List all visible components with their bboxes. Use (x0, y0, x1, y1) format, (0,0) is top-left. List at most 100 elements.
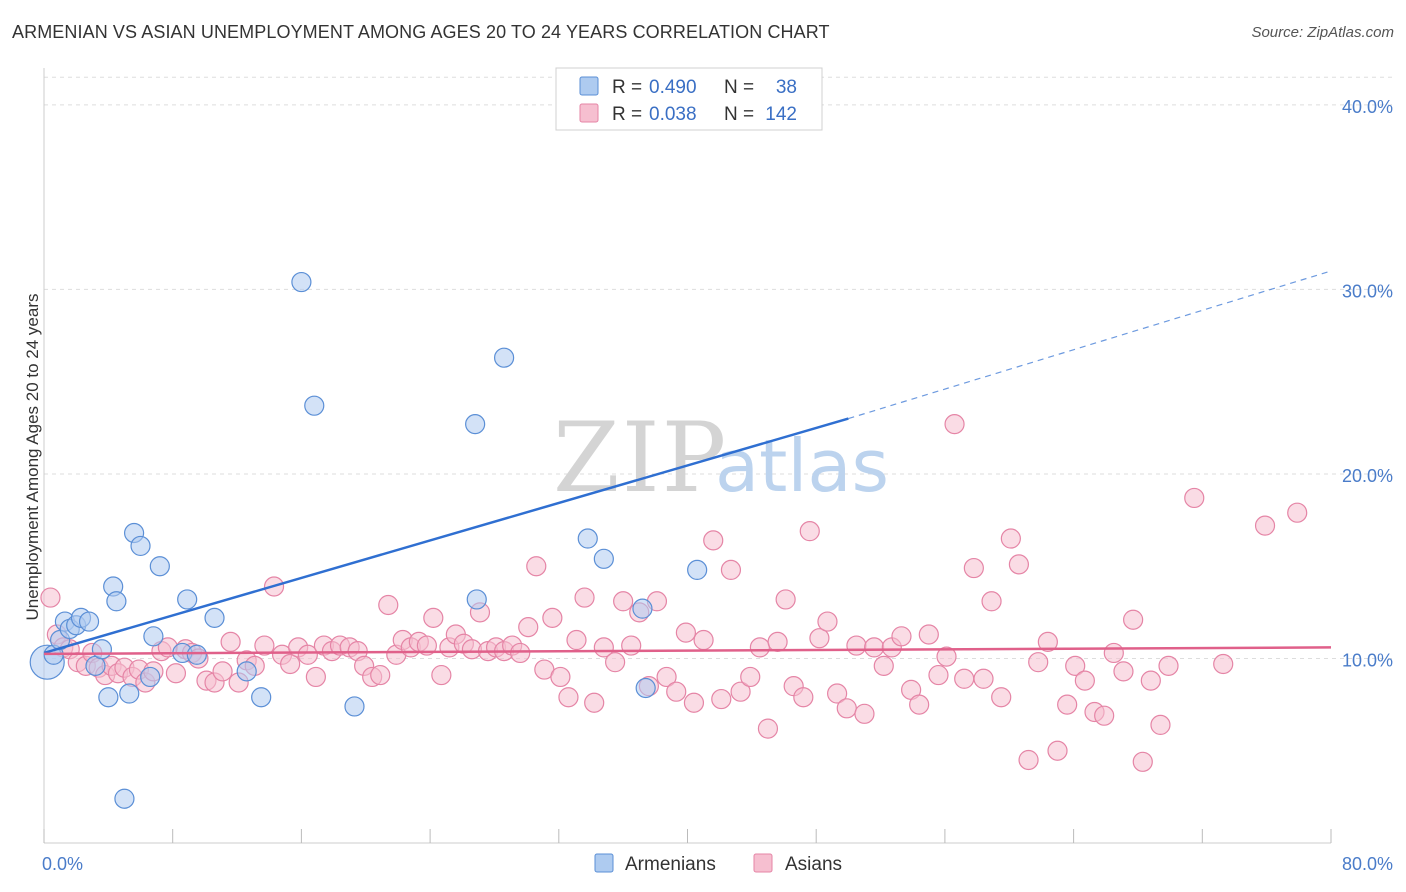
armenians-series-swatch (594, 853, 614, 873)
asians-r-value: 0.038 (649, 104, 697, 125)
armenians-point (577, 528, 598, 549)
armenians-point (149, 556, 170, 577)
asians-point (1037, 631, 1058, 652)
asians-point (873, 655, 894, 676)
armenians-point (78, 611, 100, 632)
asians-point (1103, 642, 1124, 664)
asians-point (1150, 714, 1171, 736)
asians-point (1008, 554, 1030, 575)
asians-point (793, 687, 814, 708)
asians-point (730, 681, 751, 702)
armenians-point (291, 271, 312, 293)
armenians-point (98, 687, 119, 708)
asians-point (936, 646, 957, 667)
armenians-point (204, 607, 225, 628)
asians-point (1213, 653, 1234, 675)
armenians-point (114, 788, 135, 809)
armenians-point (119, 683, 140, 704)
armenians-point (304, 395, 325, 416)
y-tick-label: 20.0% (1342, 466, 1393, 486)
asians-point (1113, 661, 1134, 682)
armenians-point (687, 559, 708, 581)
armenians-point (494, 347, 515, 368)
asians-point (991, 687, 1012, 708)
armenians-n-value: 38 (776, 77, 797, 98)
asians-point (1028, 652, 1049, 673)
asians-point (799, 521, 820, 542)
asians-point (378, 594, 399, 616)
asians-point (370, 664, 391, 686)
asians-point (305, 666, 326, 688)
asians-point (675, 622, 696, 643)
chart-title: ARMENIAN VS ASIAN UNEMPLOYMENT AMONG AGE… (12, 22, 830, 42)
asians-point (1140, 670, 1161, 691)
asians-point (165, 663, 187, 684)
x-tick-label-max: 80.0% (1342, 854, 1393, 874)
armenians-legend-swatch (579, 76, 599, 96)
asians-point (909, 694, 930, 715)
asians-point (683, 692, 705, 713)
asians-point (1065, 655, 1086, 676)
armenians-n-label: N = (724, 77, 754, 98)
stats-legend: R = 0.490 N = 38 R = 0.038 N = 142 (555, 67, 823, 131)
asians-point (40, 587, 61, 608)
asians-point (574, 587, 595, 608)
asians-point (423, 607, 444, 628)
chart-source: Source: ZipAtlas.com (1251, 24, 1394, 41)
asians-point (1047, 740, 1068, 761)
armenians-point (143, 626, 164, 647)
y-tick-label: 40.0% (1342, 97, 1393, 117)
asians-point (1254, 515, 1276, 536)
asians-point (212, 661, 233, 682)
armenians-point (632, 598, 653, 619)
grid-lines (44, 76, 1393, 659)
armenians-point (251, 687, 272, 708)
watermark-atlas: atlas (715, 424, 889, 508)
armenians-trend-extension (848, 270, 1332, 420)
asians-point (542, 607, 563, 628)
armenians-point (186, 644, 207, 665)
asians-point (918, 624, 939, 645)
asians-point (720, 559, 742, 581)
asians-point (1184, 487, 1205, 509)
asians-point (854, 703, 875, 724)
armenians-point (635, 677, 656, 699)
stats-legend-box (555, 67, 823, 131)
asians-point (526, 556, 547, 577)
armenians-point (465, 414, 486, 435)
asians-point (666, 681, 687, 702)
y-tick-label: 30.0% (1342, 281, 1393, 301)
asians-n-label: N = (724, 104, 754, 125)
asians-point (757, 718, 779, 739)
asians-point (1158, 655, 1179, 676)
armenians-point (236, 661, 257, 682)
series-legend: Armenians Asians (594, 853, 842, 875)
asians-point (1287, 502, 1308, 523)
asians-point (846, 635, 867, 656)
asians-point (558, 687, 579, 708)
armenians-point (466, 589, 487, 610)
asians-point (809, 628, 830, 649)
asians-point (550, 666, 571, 688)
y-axis-label: Unemployment Among Ages 20 to 24 years (23, 294, 42, 621)
asians-point (693, 629, 714, 651)
asians-point (416, 635, 437, 656)
asians-legend-swatch (579, 103, 599, 123)
armenians-point (593, 548, 614, 569)
y-tick-label: 10.0% (1342, 650, 1393, 670)
asians-point (963, 557, 984, 579)
x-axis-ticks (43, 829, 1332, 843)
armenians-point (130, 535, 151, 557)
y-tick-labels: 10.0% 20.0% 30.0% 40.0% (1342, 97, 1393, 671)
armenians-point (140, 666, 161, 688)
armenians-r-label: R = (612, 77, 642, 98)
asians-point (1057, 694, 1078, 715)
asians-point (1132, 751, 1153, 772)
asians-point (584, 692, 605, 713)
asians-point (431, 664, 452, 686)
asians-point (1094, 705, 1115, 726)
armenians-series-label: Armenians (625, 854, 716, 875)
asians-point (656, 666, 677, 688)
asians-point (1074, 670, 1095, 691)
